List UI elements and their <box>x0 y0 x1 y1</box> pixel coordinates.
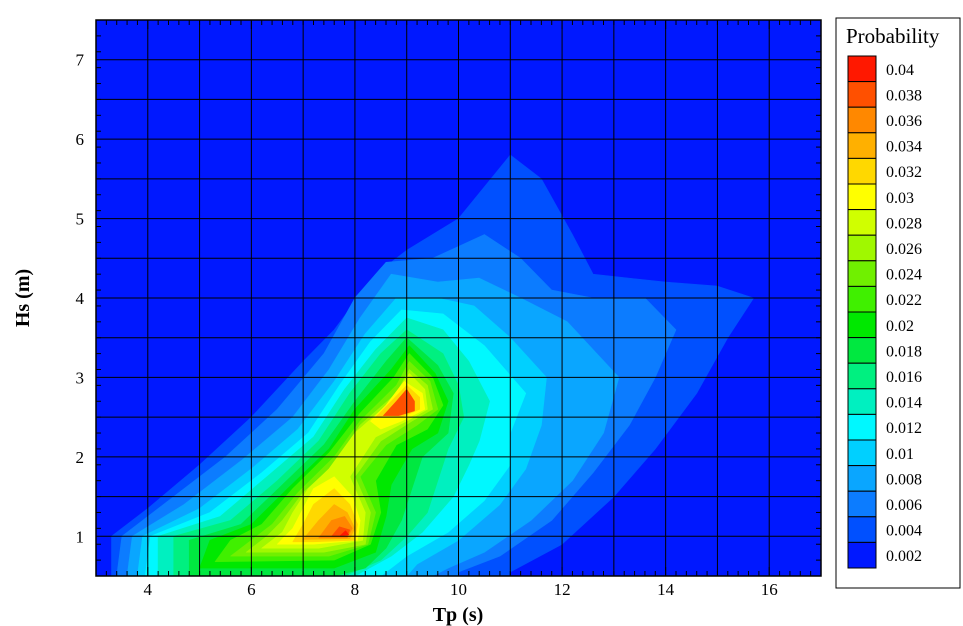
legend-label: 0.012 <box>886 420 922 437</box>
x-axis-title: Tp (s) <box>433 604 484 626</box>
legend-label: 0.006 <box>886 497 922 514</box>
x-tick-label: 4 <box>144 580 153 599</box>
legend-label: 0.004 <box>886 523 922 540</box>
legend-label: 0.032 <box>886 164 922 181</box>
x-tick-label: 12 <box>554 580 571 599</box>
legend-swatch <box>847 490 877 518</box>
y-tick-label: 2 <box>76 448 85 467</box>
legend-swatch <box>847 106 877 134</box>
legend-swatch <box>847 465 877 492</box>
x-tick-label: 6 <box>247 580 256 599</box>
legend-swatch <box>847 516 877 543</box>
legend: Probability 0.04 0.038 0.036 0.034 0.032 0.03… <box>835 17 961 589</box>
legend-swatch <box>847 132 877 159</box>
legend-swatch <box>847 337 877 364</box>
x-tick-label: 14 <box>657 580 675 599</box>
x-tick-label: 16 <box>761 580 778 599</box>
legend-swatch <box>847 439 877 467</box>
legend-swatch <box>847 183 877 211</box>
x-tick-label: 10 <box>450 580 467 599</box>
y-tick-label: 3 <box>76 368 85 387</box>
y-tick-label: 7 <box>76 51 85 70</box>
legend-label: 0.038 <box>886 87 922 104</box>
legend-label: 0.036 <box>886 113 922 130</box>
legend-label: 0.022 <box>886 292 922 309</box>
x-tick-label: 8 <box>351 580 360 599</box>
legend-swatch <box>847 260 877 287</box>
legend-label: 0.002 <box>886 548 922 565</box>
legend-label: 0.02 <box>886 318 914 335</box>
legend-label: 0.026 <box>886 241 922 258</box>
legend-label: 0.024 <box>886 267 922 284</box>
legend-swatch <box>847 81 877 108</box>
legend-label: 0.014 <box>886 395 922 412</box>
y-tick-label: 5 <box>76 210 85 229</box>
legend-label: 0.01 <box>886 446 914 463</box>
legend-label: 0.034 <box>886 139 922 156</box>
legend-items: 0.04 0.038 0.036 0.034 0.032 0.03 0.028 0.026 0.… <box>847 55 922 569</box>
legend-label: 0.018 <box>886 343 922 360</box>
legend-swatch <box>847 55 877 83</box>
legend-swatch <box>847 285 877 313</box>
legend-label: 0.016 <box>886 369 922 386</box>
legend-swatch <box>847 311 877 339</box>
y-tick-label: 1 <box>76 527 85 546</box>
y-tick-label: 4 <box>76 289 85 308</box>
legend-swatch <box>847 157 877 185</box>
legend-title: Probability <box>846 24 940 48</box>
legend-swatch <box>847 362 877 390</box>
contour-region-0.04-20 <box>340 530 350 536</box>
y-axis-title: Hs (m) <box>12 269 34 327</box>
legend-swatch <box>847 413 877 441</box>
contour-fills <box>111 154 755 576</box>
legend-label: 0.03 <box>886 190 914 207</box>
legend-swatch <box>847 209 877 236</box>
legend-label: 0.028 <box>886 215 922 232</box>
legend-label: 0.008 <box>886 471 922 488</box>
y-tick-label: 6 <box>76 130 85 149</box>
legend-swatch <box>847 541 877 569</box>
legend-swatch <box>847 388 877 415</box>
grid-lines <box>96 20 821 576</box>
legend-swatch <box>847 234 877 262</box>
legend-label: 0.04 <box>886 62 914 79</box>
